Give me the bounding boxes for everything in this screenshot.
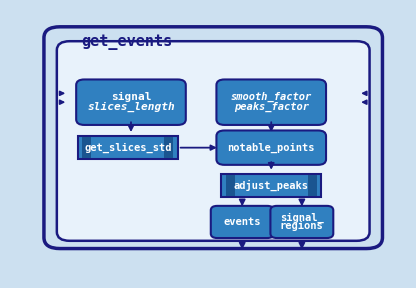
FancyBboxPatch shape bbox=[216, 130, 326, 165]
Text: events: events bbox=[223, 217, 261, 227]
Text: smooth_factor: smooth_factor bbox=[230, 92, 312, 103]
Text: signal: signal bbox=[111, 92, 151, 102]
FancyBboxPatch shape bbox=[82, 137, 92, 158]
FancyBboxPatch shape bbox=[164, 137, 173, 158]
Text: peaks_factor: peaks_factor bbox=[234, 102, 309, 112]
FancyBboxPatch shape bbox=[211, 206, 274, 238]
Text: regions: regions bbox=[280, 221, 324, 231]
FancyBboxPatch shape bbox=[216, 79, 326, 125]
FancyBboxPatch shape bbox=[270, 206, 333, 238]
FancyBboxPatch shape bbox=[221, 174, 321, 197]
Text: slices_length: slices_length bbox=[87, 102, 175, 112]
Text: adjust_peaks: adjust_peaks bbox=[234, 180, 309, 191]
FancyBboxPatch shape bbox=[78, 136, 178, 159]
Text: notable_points: notable_points bbox=[228, 143, 315, 153]
Text: get_events: get_events bbox=[81, 35, 172, 50]
Text: signal_: signal_ bbox=[280, 213, 324, 223]
FancyBboxPatch shape bbox=[57, 41, 369, 241]
FancyBboxPatch shape bbox=[226, 175, 235, 196]
FancyBboxPatch shape bbox=[76, 79, 186, 125]
FancyBboxPatch shape bbox=[44, 27, 382, 249]
FancyBboxPatch shape bbox=[308, 175, 317, 196]
Text: get_slices_std: get_slices_std bbox=[84, 143, 171, 153]
